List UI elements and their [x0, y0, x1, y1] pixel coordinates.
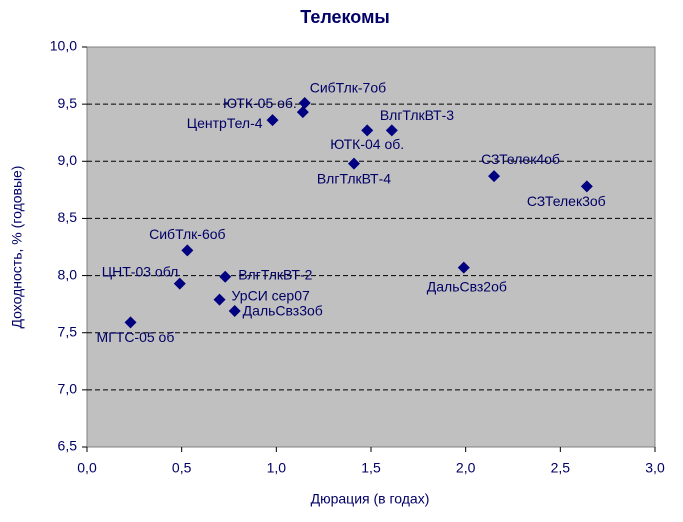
point-label: ЦНТ-03 обл	[102, 263, 179, 279]
point-label: ДальСвз3об	[243, 303, 323, 319]
data-point	[580, 180, 593, 193]
data-point	[385, 124, 398, 137]
data-point	[266, 114, 279, 127]
point-label: ДальСвз2об	[427, 278, 507, 294]
y-axis-label: Доходность, % (годовые)	[9, 166, 25, 329]
x-tick-label: 2,5	[551, 460, 571, 476]
chart-title: Телекомы	[300, 7, 390, 27]
point-label: ВлгТлкВТ-3	[380, 107, 454, 123]
data-point	[296, 106, 309, 119]
point-label: ВлгТлкВТ-4	[317, 170, 391, 186]
x-tick-label: 2,0	[456, 460, 476, 476]
y-tick-label: 9,5	[58, 95, 78, 111]
point-label: УрСИ сер07	[232, 287, 310, 303]
data-point	[361, 124, 374, 137]
data-point	[124, 316, 137, 329]
x-axis-label: Дюрация (в годах)	[311, 491, 430, 507]
data-point	[181, 244, 194, 257]
data-point	[457, 261, 470, 274]
point-label: СЗТелек3об	[527, 193, 606, 209]
y-tick-label: 6,5	[58, 438, 78, 454]
y-tick-label: 7,0	[58, 381, 78, 397]
y-tick-label: 8,0	[58, 266, 78, 282]
point-label: СибТлк-6об	[149, 226, 225, 242]
y-tick-label: 9,0	[58, 152, 78, 168]
point-label: МГТС-05 об	[97, 329, 175, 345]
x-tick-label: 1,5	[361, 460, 381, 476]
point-label: СибТлк-7об	[310, 80, 386, 96]
data-point	[298, 97, 311, 109]
x-tick-label: 0,0	[77, 460, 97, 476]
data-point	[228, 305, 241, 317]
x-tick-label: 3,0	[645, 460, 665, 476]
point-label: ЮТК-05 об.	[223, 95, 297, 111]
data-point	[488, 170, 501, 183]
y-tick-label: 7,5	[58, 323, 78, 339]
data-point	[219, 270, 232, 283]
y-tick-label: 10,0	[50, 38, 77, 54]
plot-area	[86, 46, 656, 448]
point-label: СЗТелек4об	[481, 151, 560, 167]
point-label: ЦентрТел-4	[187, 115, 263, 131]
x-tick-label: 0,5	[172, 460, 192, 476]
point-label: ЮТК-04 об.	[330, 136, 404, 152]
data-point	[347, 157, 360, 170]
y-tick-label: 8,5	[58, 209, 78, 225]
data-point	[173, 277, 186, 290]
point-label: ВлгТлкВТ-2	[238, 266, 312, 282]
x-tick-label: 1,0	[267, 460, 287, 476]
data-point	[213, 293, 226, 306]
